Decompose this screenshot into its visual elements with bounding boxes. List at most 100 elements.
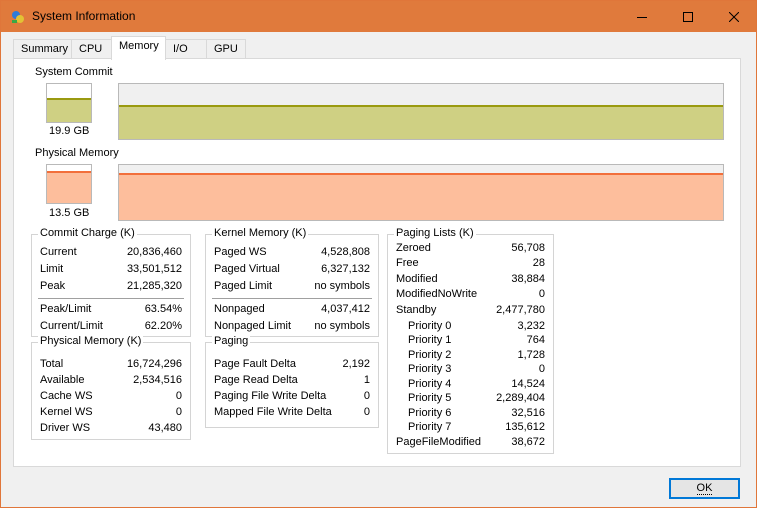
minimize-icon bbox=[637, 16, 647, 18]
peak-limit-label: Peak/Limit bbox=[40, 303, 92, 315]
km-nonpaged-row: Nonpaged 4,037,412 bbox=[214, 303, 370, 318]
pl-pagefile-modified-row: PageFileModified 38,672 bbox=[396, 436, 545, 451]
pm-driver-ws-value: 43,480 bbox=[148, 422, 182, 434]
km-paged-ws-value: 4,528,808 bbox=[321, 246, 370, 258]
km-nonpaged-limit-row: Nonpaged Limit no symbols bbox=[214, 320, 370, 335]
close-button[interactable] bbox=[711, 1, 757, 32]
maximize-icon bbox=[683, 11, 693, 22]
pl-priority-row: Priority 5 2,289,404 bbox=[408, 392, 545, 407]
physical-memory-history-fill bbox=[119, 173, 723, 220]
commit-limit-value: 33,501,512 bbox=[126, 263, 182, 275]
pm-total-value: 16,724,296 bbox=[126, 358, 182, 370]
pl-priority-label: Priority 3 bbox=[408, 363, 452, 375]
pl-priority-value: 1,728 bbox=[517, 349, 545, 361]
pl-free-value: 28 bbox=[532, 257, 545, 269]
pm-total-row: Total 16,724,296 bbox=[40, 358, 182, 373]
page-fault-delta-value: 2,192 bbox=[342, 358, 370, 370]
pm-kernel-ws-label: Kernel WS bbox=[40, 406, 93, 418]
pm-available-value: 2,534,516 bbox=[133, 374, 182, 386]
km-paged-limit-label: Paged Limit bbox=[214, 280, 273, 292]
ok-button-label: OK bbox=[696, 482, 713, 495]
pl-priority-label: Priority 2 bbox=[408, 349, 452, 361]
paging-title: Paging bbox=[212, 335, 251, 347]
sysinfo-icon bbox=[10, 9, 26, 25]
commit-peak-limit-row: Peak/Limit 63.54% bbox=[40, 303, 182, 318]
tab-io[interactable]: I/O bbox=[165, 39, 207, 59]
pl-priority-row: Priority 3 0 bbox=[408, 363, 545, 378]
paging-file-write-delta-row: Paging File Write Delta 0 bbox=[214, 390, 370, 405]
physical-memory-value: 13.5 GB bbox=[49, 207, 90, 219]
pl-priority-row: Priority 2 1,728 bbox=[408, 349, 545, 364]
page-read-delta-value: 1 bbox=[363, 374, 370, 386]
pl-standby-value: 2,477,780 bbox=[496, 304, 545, 316]
commit-charge-group: Commit Charge (K) Current 20,836,460 Limi… bbox=[31, 227, 191, 337]
tab-summary[interactable]: Summary bbox=[13, 39, 72, 59]
page-read-delta-label: Page Read Delta bbox=[214, 374, 298, 386]
kernel-separator bbox=[212, 298, 372, 299]
pl-modified-nowrite-label: ModifiedNoWrite bbox=[396, 288, 478, 300]
pm-total-label: Total bbox=[40, 358, 64, 370]
pl-modified-row: Modified 38,884 bbox=[396, 273, 545, 288]
paging-group: Paging Page Fault Delta 2,192 Page Read D… bbox=[205, 335, 379, 428]
commit-current-limit-row: Current/Limit 62.20% bbox=[40, 320, 182, 335]
km-paged-virtual-label: Paged Virtual bbox=[214, 263, 280, 275]
physical-memory-mini-graph bbox=[46, 164, 92, 204]
km-paged-virtual-value: 6,327,132 bbox=[321, 263, 370, 275]
pl-modified-value: 38,884 bbox=[511, 273, 545, 285]
kernel-memory-title: Kernel Memory (K) bbox=[212, 227, 309, 239]
pl-free-row: Free 28 bbox=[396, 257, 545, 272]
km-paged-virtual-row: Paged Virtual 6,327,132 bbox=[214, 263, 370, 278]
kernel-memory-group: Kernel Memory (K) Paged WS 4,528,808 Page… bbox=[205, 227, 379, 337]
commit-limit-row: Limit 33,501,512 bbox=[40, 263, 182, 278]
physical-memory-mini-fill bbox=[47, 170, 91, 203]
system-commit-history-fill bbox=[119, 104, 723, 139]
pl-priority-row: Priority 0 3,232 bbox=[408, 320, 545, 335]
minimize-button[interactable] bbox=[619, 1, 665, 32]
paging-lists-group: Paging Lists (K) Zeroed 56,708 Free 28 Mod… bbox=[387, 227, 554, 454]
physical-memory-group: Physical Memory (K) Total 16,724,296 Avai… bbox=[31, 335, 191, 440]
page-fault-delta-label: Page Fault Delta bbox=[214, 358, 296, 370]
commit-peak-label: Peak bbox=[40, 280, 66, 292]
mapped-file-write-delta-value: 0 bbox=[363, 406, 370, 418]
tab-cpu[interactable]: CPU bbox=[71, 39, 112, 59]
system-commit-value: 19.9 GB bbox=[49, 125, 90, 137]
pm-available-row: Available 2,534,516 bbox=[40, 374, 182, 389]
pm-cache-ws-row: Cache WS 0 bbox=[40, 390, 182, 405]
tab-memory[interactable]: Memory bbox=[111, 36, 166, 60]
pl-modified-nowrite-row: ModifiedNoWrite 0 bbox=[396, 288, 545, 303]
commit-peak-value: 21,285,320 bbox=[126, 280, 182, 292]
pl-priority-label: Priority 6 bbox=[408, 407, 452, 419]
maximize-button[interactable] bbox=[665, 1, 711, 32]
paging-lists-title: Paging Lists (K) bbox=[394, 227, 476, 239]
tab-gpu[interactable]: GPU bbox=[206, 39, 246, 59]
km-nonpaged-value: 4,037,412 bbox=[321, 303, 370, 315]
commit-charge-title: Commit Charge (K) bbox=[38, 227, 137, 239]
pl-zeroed-value: 56,708 bbox=[511, 242, 545, 254]
pm-kernel-ws-row: Kernel WS 0 bbox=[40, 406, 182, 421]
system-commit-label: System Commit bbox=[35, 66, 113, 78]
ok-button[interactable]: OK bbox=[669, 478, 740, 499]
commit-current-label: Current bbox=[40, 246, 77, 258]
pl-modified-nowrite-value: 0 bbox=[538, 288, 545, 300]
pl-priority-row: Priority 7 135,612 bbox=[408, 421, 545, 436]
page-read-delta-row: Page Read Delta 1 bbox=[214, 374, 370, 389]
km-nonpaged-label: Nonpaged bbox=[214, 303, 265, 315]
paging-file-write-delta-value: 0 bbox=[363, 390, 370, 402]
pm-available-label: Available bbox=[40, 374, 85, 386]
current-limit-label: Current/Limit bbox=[40, 320, 103, 332]
mapped-file-write-delta-row: Mapped File Write Delta 0 bbox=[214, 406, 370, 421]
pl-priority-label: Priority 4 bbox=[408, 378, 452, 390]
pl-modified-label: Modified bbox=[396, 273, 438, 285]
pl-priority-label: Priority 1 bbox=[408, 334, 452, 346]
pl-priority-label: Priority 0 bbox=[408, 320, 452, 332]
km-nonpaged-limit-value: no symbols bbox=[314, 320, 370, 332]
km-paged-limit-value: no symbols bbox=[314, 280, 370, 292]
memory-tab-panel: System Commit 19.9 GB Physical Memory 13… bbox=[13, 58, 741, 467]
pl-free-label: Free bbox=[396, 257, 419, 269]
km-nonpaged-limit-label: Nonpaged Limit bbox=[214, 320, 292, 332]
km-paged-ws-label: Paged WS bbox=[214, 246, 267, 258]
commit-limit-label: Limit bbox=[40, 263, 64, 275]
title-bar[interactable]: System Information bbox=[1, 1, 756, 32]
commit-separator bbox=[38, 298, 184, 299]
pm-cache-ws-value: 0 bbox=[175, 390, 182, 402]
